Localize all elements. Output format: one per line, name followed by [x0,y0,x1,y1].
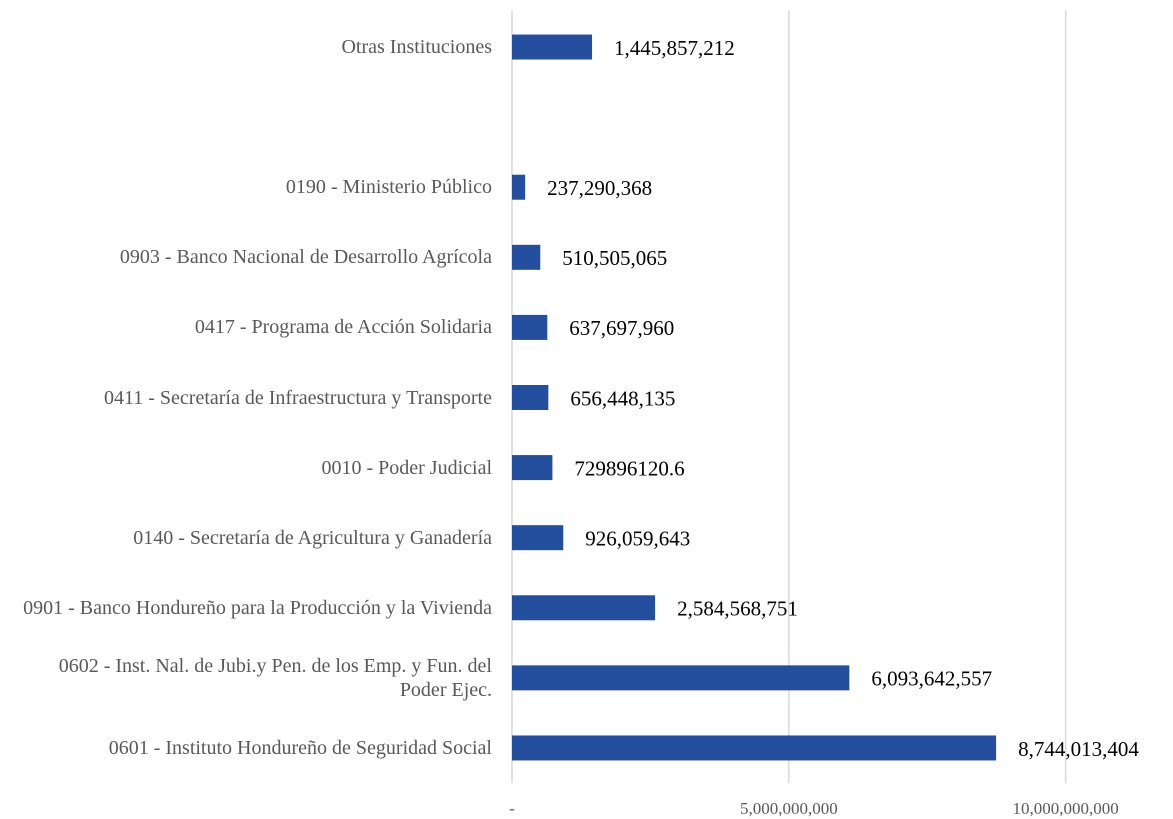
bar [512,455,553,481]
y-tick-label: 0417 - Programa de Acción Solidaria [194,316,492,339]
bar [512,174,526,200]
data-label: 637,697,960 [569,316,674,340]
bar [512,244,541,270]
y-tick-label: 0190 - Ministerio Público [285,176,492,199]
y-tick-label: Otras Instituciones [341,36,492,59]
bar [512,385,549,410]
y-tick-label: 0901 - Banco Hondureño para la Producció… [23,596,492,619]
bar [512,314,548,340]
y-tick-label: 0140 - Secretaría de Agricultura y Ganad… [133,526,492,549]
data-label: 729896120.6 [574,456,684,480]
bar [512,525,564,551]
x-tick-label: 10,000,000,000 [1013,799,1119,818]
data-label: 8,744,013,404 [1018,737,1139,761]
y-tick-label-box: 0411 - Secretaría de Infraestructura y T… [0,363,492,433]
y-tick-label-box: 0601 - Instituto Hondureño de Seguridad … [0,713,492,783]
data-label: 926,059,643 [585,526,690,550]
y-tick-label: 0601 - Instituto Hondureño de Seguridad … [108,736,492,759]
x-tick-label: 5,000,000,000 [740,799,838,818]
y-tick-label: 0411 - Secretaría de Infraestructura y T… [103,386,492,409]
bar [512,595,656,621]
data-label: 510,505,065 [562,246,667,270]
data-label: 656,448,135 [570,386,675,410]
y-tick-label-box: 0010 - Poder Judicial [0,433,492,503]
bar [512,665,850,691]
y-tick-label-box: 0140 - Secretaría de Agricultura y Ganad… [0,503,492,573]
data-label: 6,093,642,557 [871,667,992,691]
bar [512,34,593,60]
y-tick-label-box: 0417 - Programa de Acción Solidaria [0,292,492,362]
y-tick-label: 0602 - Inst. Nal. de Jubi.y Pen. de los … [58,654,492,701]
y-tick-label: 0903 - Banco Nacional de Desarrollo Agrí… [119,246,492,269]
x-tick-label: - [509,799,515,818]
data-label: 237,290,368 [547,176,652,200]
y-tick-label-box: 0190 - Ministerio Público [0,152,492,222]
y-tick-label: 0010 - Poder Judicial [321,456,492,479]
y-tick-label-box: 0901 - Banco Hondureño para la Producció… [0,573,492,643]
bar [512,735,997,761]
data-label: 1,445,857,212 [614,36,735,60]
y-tick-label-box: 0903 - Banco Nacional de Desarrollo Agrí… [0,222,492,292]
y-tick-label-box: Otras Instituciones [0,12,492,82]
data-label: 2,584,568,751 [677,597,798,621]
y-tick-label-box: 0602 - Inst. Nal. de Jubi.y Pen. de los … [0,643,492,713]
